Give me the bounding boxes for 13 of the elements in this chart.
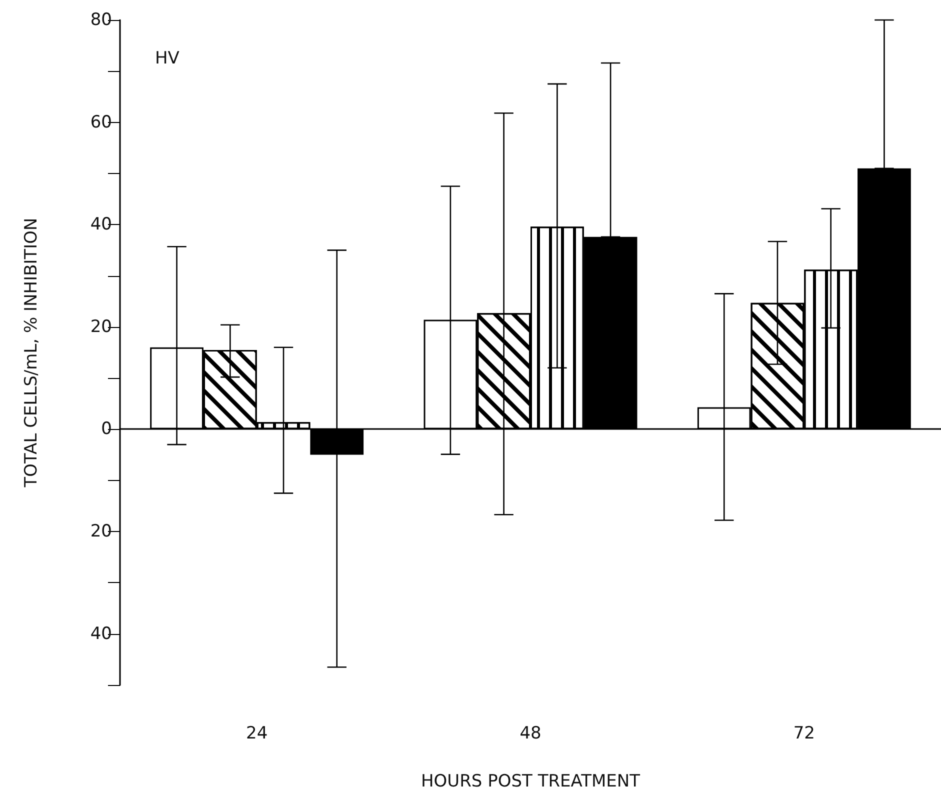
x-tick-label: 24 bbox=[246, 724, 268, 744]
x-axis-title: HOURS POST TREATMENT bbox=[421, 772, 641, 792]
y-axis-title: TOTAL CELLS/mL, % INHIBITION bbox=[22, 218, 42, 488]
y-tick-label: 60 bbox=[90, 112, 112, 132]
y-tick-label: 40 bbox=[90, 624, 112, 644]
x-tick-label: 48 bbox=[520, 724, 542, 744]
y-tick-label: 80 bbox=[90, 10, 112, 30]
y-tick-label: 40 bbox=[90, 214, 112, 235]
y-tick-label: 20 bbox=[90, 522, 112, 542]
annotation: HV bbox=[155, 48, 180, 68]
y-tick-label: 20 bbox=[90, 316, 112, 337]
x-tick-label: 72 bbox=[793, 724, 815, 744]
y-tick-label: 0 bbox=[101, 419, 112, 440]
